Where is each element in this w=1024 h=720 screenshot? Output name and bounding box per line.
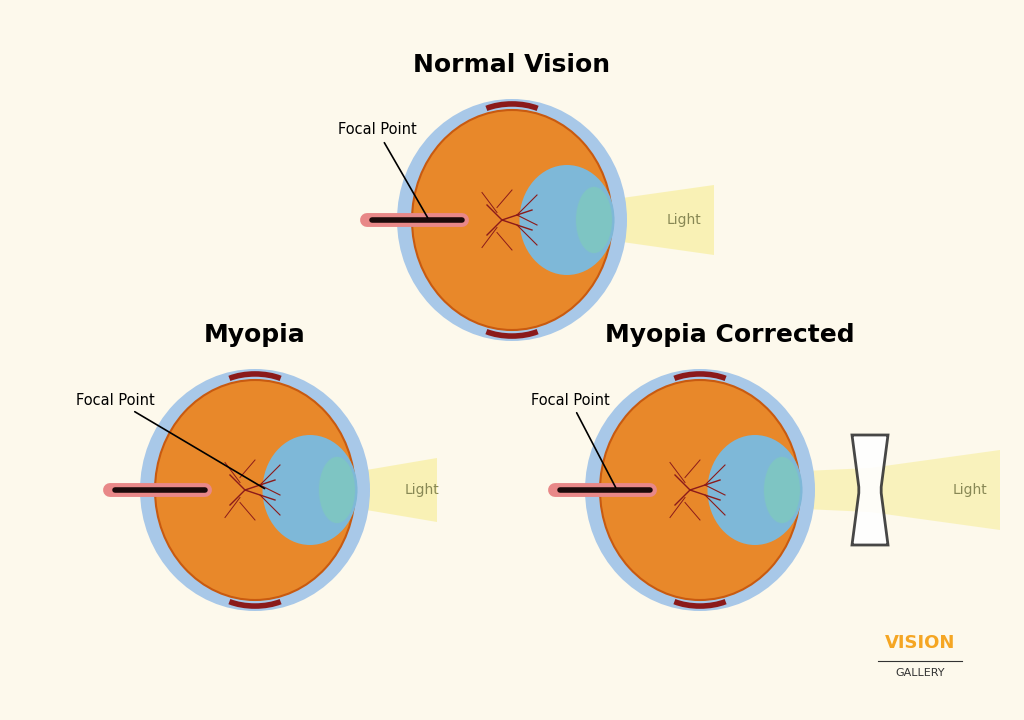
- Ellipse shape: [318, 456, 356, 524]
- Ellipse shape: [140, 369, 370, 611]
- Text: Focal Point: Focal Point: [530, 392, 615, 487]
- Text: Light: Light: [667, 213, 701, 227]
- Ellipse shape: [763, 456, 801, 524]
- Ellipse shape: [708, 435, 803, 545]
- Ellipse shape: [397, 99, 627, 341]
- Text: Myopia Corrected: Myopia Corrected: [605, 323, 855, 347]
- Ellipse shape: [412, 110, 612, 330]
- Ellipse shape: [519, 165, 614, 275]
- Ellipse shape: [155, 380, 355, 600]
- Text: GALLERY: GALLERY: [895, 668, 945, 678]
- Text: Light: Light: [404, 483, 439, 497]
- Text: VISION: VISION: [885, 634, 955, 652]
- Ellipse shape: [585, 369, 815, 611]
- Polygon shape: [429, 185, 714, 255]
- Text: Myopia: Myopia: [204, 323, 306, 347]
- Text: Focal Point: Focal Point: [76, 392, 264, 489]
- Polygon shape: [267, 458, 437, 522]
- Polygon shape: [870, 450, 1000, 530]
- Text: Normal Vision: Normal Vision: [414, 53, 610, 77]
- Polygon shape: [632, 468, 870, 512]
- Polygon shape: [852, 435, 888, 545]
- Text: Focal Point: Focal Point: [338, 122, 428, 217]
- Ellipse shape: [575, 186, 613, 254]
- Ellipse shape: [262, 435, 357, 545]
- Ellipse shape: [600, 380, 800, 600]
- Text: Light: Light: [952, 483, 987, 497]
